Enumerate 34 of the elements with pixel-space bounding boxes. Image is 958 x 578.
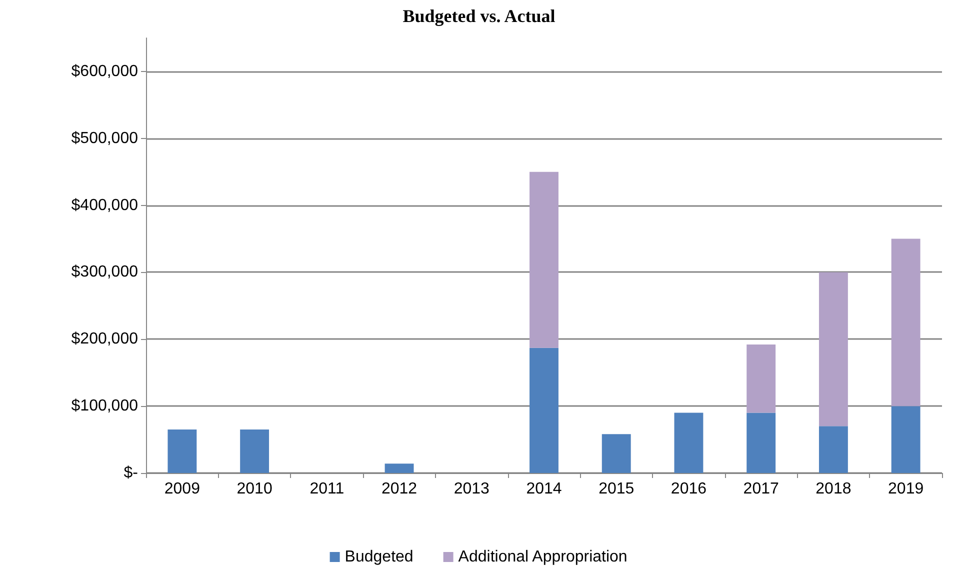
bar: [746, 412, 776, 473]
x-tick-label: 2011: [310, 480, 344, 498]
y-tick-label: $-: [124, 464, 138, 482]
bar: [818, 272, 848, 426]
bar: [240, 430, 270, 473]
y-tick-label: $200,000: [71, 330, 138, 348]
bar: [891, 238, 920, 406]
bar: [674, 412, 704, 473]
y-tick-label: $500,000: [71, 130, 138, 147]
legend-label: Additional Appropriation: [458, 548, 628, 566]
x-tick-label: 2017: [743, 480, 779, 498]
bar: [746, 344, 776, 413]
bar: [168, 430, 197, 473]
x-tick-label: 2015: [598, 480, 634, 498]
y-tick-label: $300,000: [71, 264, 138, 281]
chart-title: Budgeted vs. Actual: [402, 6, 556, 26]
bar: [602, 434, 631, 473]
bar: [384, 464, 414, 473]
y-tick-label: $100,000: [71, 398, 138, 415]
x-tick-label: 2019: [888, 480, 924, 498]
bar: [530, 348, 558, 473]
x-tick-label: 2014: [526, 480, 562, 498]
x-tick-label: 2010: [236, 480, 272, 498]
x-tick-label: 2013: [454, 480, 490, 498]
x-tick-label: 2012: [381, 480, 418, 498]
bar: [891, 406, 920, 473]
legend-label: Budgeted: [344, 548, 414, 566]
x-tick-label: 2018: [816, 480, 852, 498]
bar: [530, 172, 558, 348]
y-tick-label: $600,000: [71, 62, 138, 80]
bar: [818, 426, 848, 473]
x-tick-label: 2009: [164, 480, 200, 498]
x-tick-label: 2016: [670, 480, 707, 498]
y-tick-label: $400,000: [71, 196, 138, 214]
